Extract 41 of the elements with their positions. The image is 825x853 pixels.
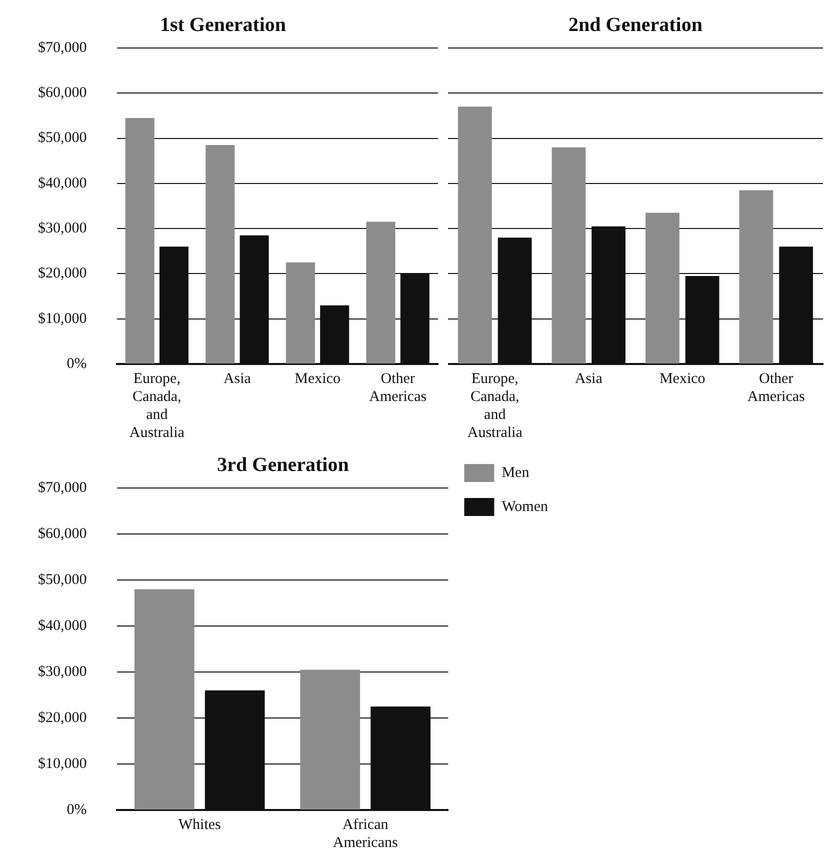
x-tick-label: Mexico [294,370,340,387]
bar [739,190,774,364]
y-tick-label: $10,000 [38,756,87,772]
y-tick-label: $60,000 [38,526,87,542]
bar [646,212,680,364]
x-tick-label: Mexico [659,370,706,387]
x-tick-label: Other Americas [747,370,806,405]
x-tick-label: Other Americas [369,370,427,405]
y-tick-label: $20,000 [38,266,87,282]
legend-label: Men [502,464,530,481]
x-tick-label: Asia [574,370,603,387]
chart-title: 1st Generation [160,14,286,36]
y-tick-label: $70,000 [38,40,87,56]
y-tick-label: 0% [66,356,87,372]
chart-title: 3rd Generation [217,454,349,476]
x-tick-label: Asia [223,370,252,387]
y-tick-label: $20,000 [38,710,87,726]
y-tick-label: $40,000 [38,175,87,192]
y-tick-label: $50,000 [38,130,87,146]
y-tick-label: $30,000 [38,220,87,237]
legend-label: Women [502,498,548,515]
chart-title: 2nd Generation [568,14,702,36]
y-tick-label: $50,000 [38,572,87,588]
x-tick-label: Whites [178,816,222,833]
bar [125,118,154,364]
bar [366,222,396,364]
bar [134,589,194,810]
bar [300,670,360,810]
y-tick-label: $40,000 [38,618,87,634]
y-tick-label: 0% [66,802,87,818]
y-tick-label: $60,000 [38,85,87,102]
x-tick-label: Europe, Canada, and Australia [129,370,185,441]
bar [552,147,586,364]
bar [206,145,235,364]
x-tick-label: Europe, Canada, and Australia [467,370,523,441]
y-tick-label: $10,000 [38,310,87,327]
bar [458,106,492,364]
y-tick-label: $70,000 [38,480,87,496]
bar [286,262,315,364]
x-tick-label: African Americans [332,816,398,851]
y-tick-label: $30,000 [38,664,87,680]
